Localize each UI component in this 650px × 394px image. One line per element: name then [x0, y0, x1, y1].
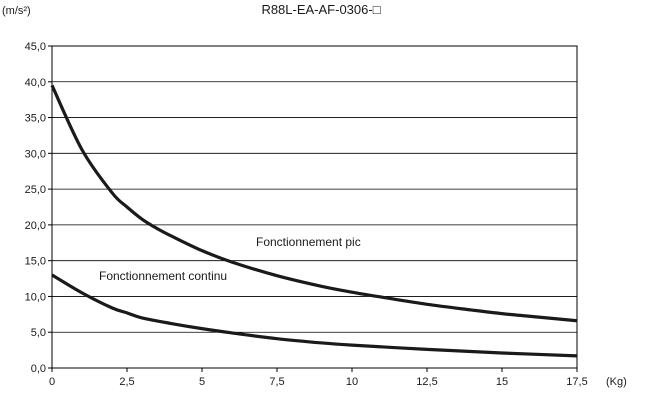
plot-area — [51, 45, 578, 369]
y-tick-label: 10,0 — [25, 291, 46, 303]
x-tick-label: 5 — [199, 376, 205, 388]
x-tick-label: 2,5 — [119, 376, 134, 388]
x-axis-unit: (Kg) — [606, 376, 627, 388]
y-tick-label: 0,0 — [31, 363, 46, 375]
x-tick-label: 17,5 — [566, 376, 587, 388]
series-line-peak — [50, 84, 578, 323]
series-label-peak: Fonctionnement pic — [256, 235, 361, 249]
y-axis: 0,0 5,0 10,0 15,0 20,0 25,0 30,0 35,0 40,0 45,0 — [25, 41, 52, 375]
y-axis-unit: (m/s²) — [2, 5, 31, 17]
series-label-continuous: Fonctionnement continu — [99, 269, 227, 283]
x-tick-label: 15 — [496, 376, 508, 388]
x-tick-label: 0 — [49, 376, 55, 388]
x-tick-label: 7,5 — [269, 376, 284, 388]
y-tick-label: 30,0 — [25, 148, 46, 160]
y-tick-label: 15,0 — [25, 256, 46, 268]
x-tick-label: 12,5 — [416, 376, 437, 388]
x-tick-label: 10 — [346, 376, 358, 388]
y-tick-label: 25,0 — [25, 184, 46, 196]
series-lines — [50, 84, 578, 358]
x-axis: 0 2,5 5 7,5 10 12,5 15 17,5 — [49, 368, 588, 388]
series-line-continuous — [51, 273, 578, 358]
chart-title: R88L-EA-AF-0306-□ — [261, 2, 380, 17]
y-tick-label: 35,0 — [25, 113, 46, 125]
y-tick-label: 45,0 — [25, 41, 46, 53]
y-tick-label: 20,0 — [25, 220, 46, 232]
y-tick-label: 5,0 — [31, 327, 46, 339]
grid — [52, 81, 577, 333]
y-tick-label: 40,0 — [25, 77, 46, 89]
